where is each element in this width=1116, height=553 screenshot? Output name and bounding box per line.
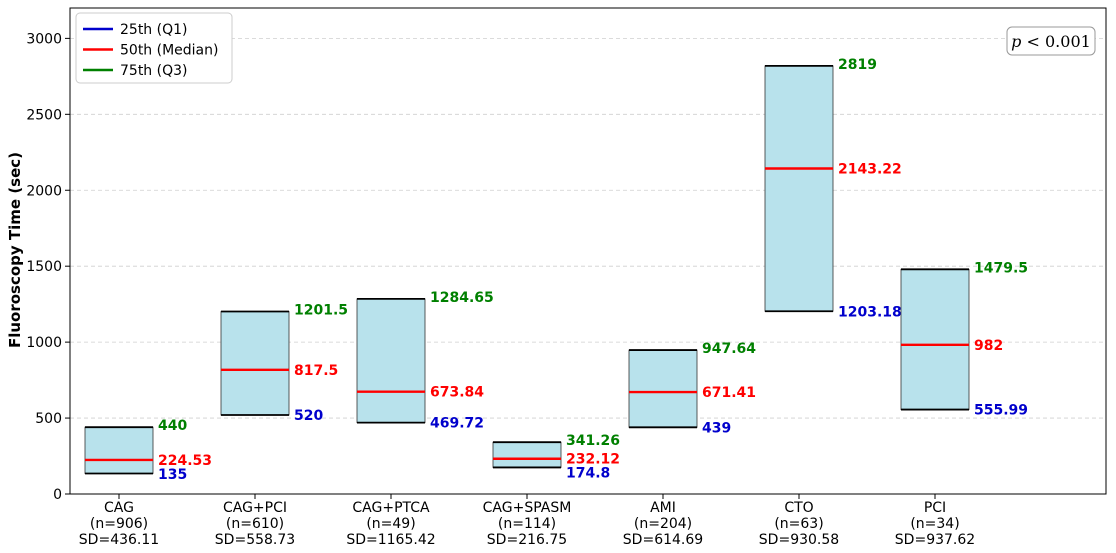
y-tick-label: 2000 xyxy=(26,183,62,199)
legend-box xyxy=(75,12,233,84)
category-sd-label: SD=937.62 xyxy=(895,532,975,548)
median-value-label: 232.12 xyxy=(566,452,620,468)
category-sd-label: SD=436.11 xyxy=(79,532,159,548)
q3-value-label: 1201.5 xyxy=(294,303,348,319)
iqr-box xyxy=(356,298,426,424)
annotation-box xyxy=(1006,26,1096,56)
median-value-label: 982 xyxy=(974,338,1003,354)
legend-label: 25th (Q1) xyxy=(120,22,187,38)
iqr-box xyxy=(628,349,698,428)
median-value-label: 817.5 xyxy=(294,363,338,379)
q3-value-label: 947.64 xyxy=(702,341,756,357)
median-value-label: 224.53 xyxy=(158,453,212,469)
y-tick-label: 1000 xyxy=(26,335,62,351)
legend: 25th (Q1) 50th (Median) 75th (Q3) xyxy=(75,12,233,84)
y-tick-label: 500 xyxy=(35,411,62,427)
q1-value-label: 469.72 xyxy=(430,416,484,432)
category-name-label: CAG+PTCA xyxy=(352,500,430,516)
q3-value-label: 1284.65 xyxy=(430,290,494,306)
plot-frame xyxy=(69,7,1107,495)
median-value-label: 673.84 xyxy=(430,385,484,401)
category-sd-label: SD=558.73 xyxy=(215,532,295,548)
median-value-label: 671.41 xyxy=(702,385,756,401)
legend-label: 50th (Median) xyxy=(120,43,218,59)
q1-value-label: 520 xyxy=(294,408,323,424)
axes: 0 500 1000 1500 2000 2500 3000 CAG(n=906)SD=436… xyxy=(26,7,1107,548)
q1-value-label: 555.99 xyxy=(974,403,1028,419)
iqr-box xyxy=(220,311,290,416)
category-name-label: PCI xyxy=(924,500,946,516)
category-group: 1479.5 982 555.99 xyxy=(900,260,1028,419)
category-n-label: (n=114) xyxy=(498,516,556,532)
category-n-label: (n=906) xyxy=(90,516,148,532)
category-group: 2819 2143.22 1203.18 xyxy=(764,57,902,320)
y-tick-label: 0 xyxy=(53,487,62,503)
q1-value-label: 135 xyxy=(158,467,187,483)
q3-value-label: 341.26 xyxy=(566,433,620,449)
q1-value-label: 174.8 xyxy=(566,466,610,482)
y-tick-label: 2500 xyxy=(26,107,62,123)
category-sd-label: SD=930.58 xyxy=(759,532,839,548)
category-sd-label: SD=614.69 xyxy=(623,532,703,548)
category-name-label: CTO xyxy=(784,500,813,516)
category-group: 1201.5 817.5 520 xyxy=(220,303,348,424)
category-n-label: (n=610) xyxy=(226,516,284,532)
q3-value-label: 1479.5 xyxy=(974,260,1028,276)
category-name-label: CAG+PCI xyxy=(223,500,287,516)
legend-label: 75th (Q3) xyxy=(120,63,187,79)
iqr-box xyxy=(492,441,562,468)
category-name-label: AMI xyxy=(650,500,676,516)
category-n-label: (n=63) xyxy=(774,516,823,532)
iqr-box xyxy=(84,426,154,474)
category-group: 947.64 671.41 439 xyxy=(628,341,756,436)
category-sd-label: SD=1165.42 xyxy=(346,532,435,548)
p-value-annotation: p < 0.001 xyxy=(1006,26,1096,56)
category-name-label: CAG xyxy=(104,500,134,516)
y-tick-label: 1500 xyxy=(26,259,62,275)
category-name-label: CAG+SPASM xyxy=(483,500,572,516)
q3-value-label: 2819 xyxy=(838,57,877,73)
category-group: 1284.65 673.84 469.72 xyxy=(356,290,494,432)
category-n-label: (n=34) xyxy=(910,516,959,532)
category-sd-label: SD=216.75 xyxy=(487,532,567,548)
iqr-box xyxy=(764,65,834,312)
category-n-label: (n=49) xyxy=(366,516,415,532)
annotation-text: p < 0.001 xyxy=(1011,32,1091,51)
median-value-label: 2143.22 xyxy=(838,161,902,177)
y-axis-title: Fluoroscopy Time (sec) xyxy=(6,152,24,348)
q1-value-label: 1203.18 xyxy=(838,304,902,320)
q1-value-label: 439 xyxy=(702,420,731,436)
y-tick-label: 3000 xyxy=(26,31,62,47)
q3-value-label: 440 xyxy=(158,418,187,434)
category-n-label: (n=204) xyxy=(634,516,692,532)
iqr-box xyxy=(900,268,970,410)
